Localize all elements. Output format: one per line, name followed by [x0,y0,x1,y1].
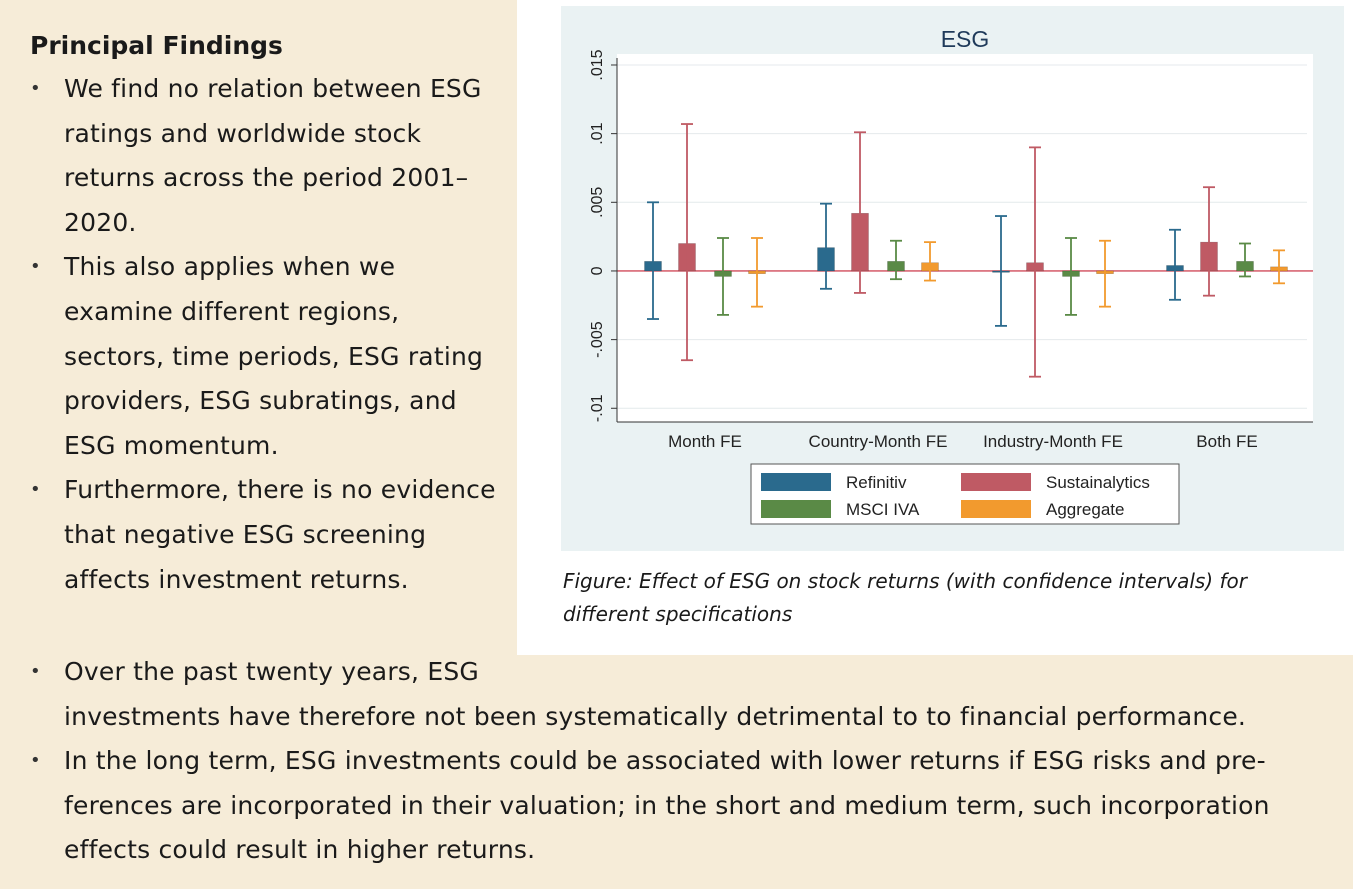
finding-item: Furthermore, there is no evidence that n… [30,468,500,602]
legend-label: Refinitiv [846,473,907,492]
legend-label: MSCI IVA [846,500,920,519]
chart-title: ESG [941,26,990,52]
plot-area [617,54,1313,422]
esg-chart: -.01 -.005 0 .005 .01 .015 Month FE Country-Mo… [589,26,1313,525]
figure-caption: Figure: Effect of ESG on stock returns (… [563,569,1247,626]
legend-label: Sustainalytics [1046,473,1150,492]
finding-item: Over the past twenty years, ESG investme… [30,650,1330,739]
x-category-label: Industry-Month FE [983,432,1123,451]
findings-title: Principal Findings [30,31,283,60]
findings-list-continued: Over the past twenty years, ESG investme… [30,650,1330,873]
x-category-label: Both FE [1196,432,1257,451]
y-tick-label: -.01 [589,394,606,422]
finding-item: We find no relation between ESG ratings … [30,67,500,245]
legend-swatch [961,473,1031,491]
y-tick-label: 0 [589,266,606,275]
y-tick-label: -.005 [589,321,606,358]
legend-swatch [961,500,1031,518]
legend-swatch [761,500,831,518]
y-tick-label: .005 [589,187,606,218]
x-category-label: Month FE [668,432,742,451]
legend-swatch [761,473,831,491]
finding-item: In the long term, ESG investments could … [30,739,1330,873]
findings-list: We find no relation between ESG ratings … [30,67,500,602]
x-category-label: Country-Month FE [809,432,948,451]
y-tick-label: .01 [589,122,606,144]
chart-panel: -.01 -.005 0 .005 .01 .015 Month FE Country-Mo… [561,6,1344,551]
legend-label: Aggregate [1046,500,1124,519]
finding-item: This also applies when we examine differ… [30,245,500,468]
y-tick-label: .015 [589,49,606,80]
